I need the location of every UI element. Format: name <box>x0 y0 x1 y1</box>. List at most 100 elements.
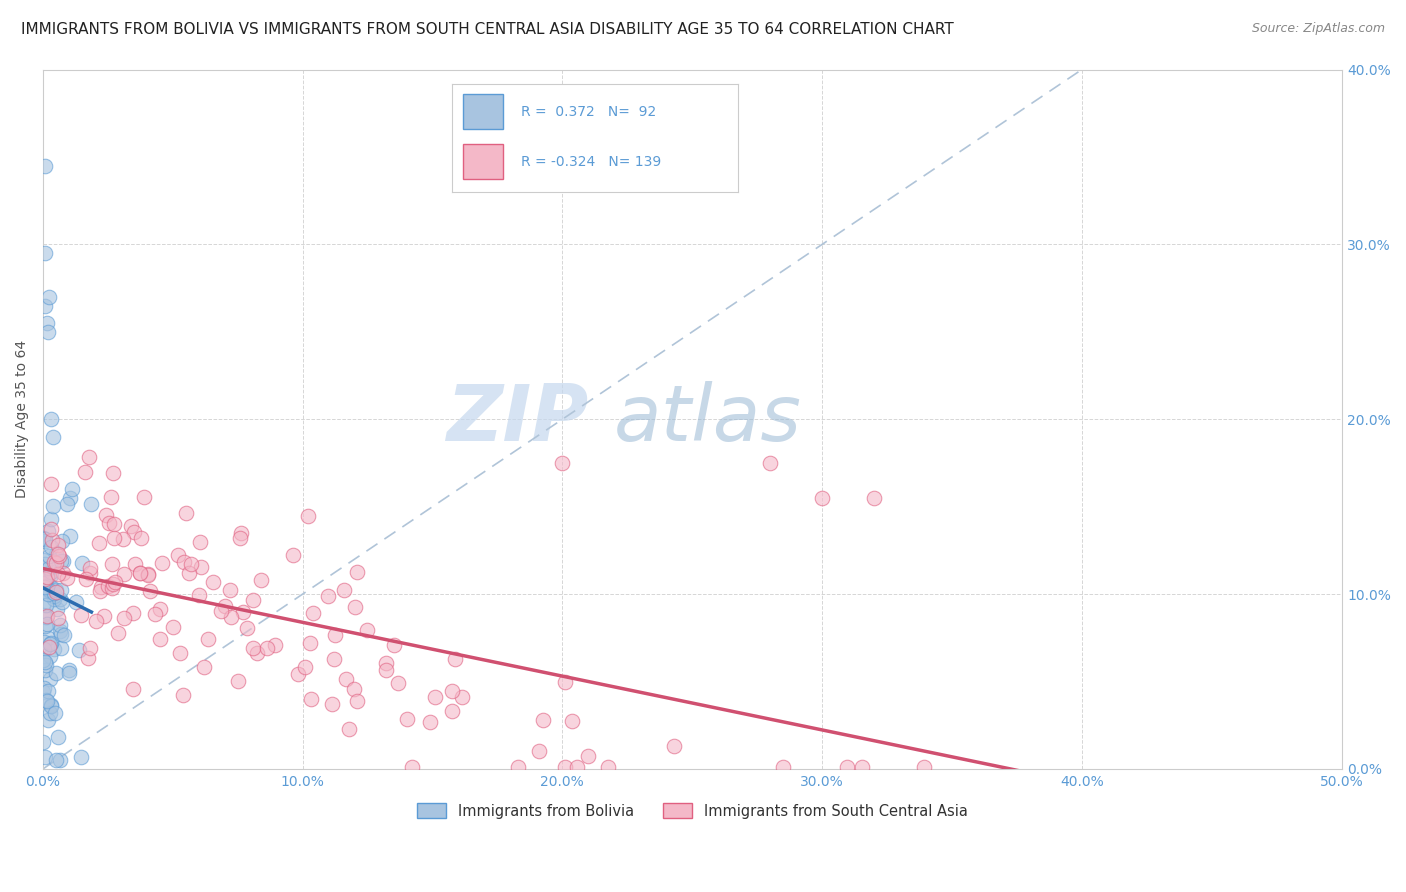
Point <box>44 641 66 656</box>
Point <box>45 585 67 599</box>
Point <box>41 533 63 547</box>
Point <box>45 547 67 561</box>
Point <box>209 604 232 618</box>
Point <box>299 691 322 706</box>
Point <box>38 706 60 720</box>
Point <box>111 532 134 546</box>
Point <box>374 656 396 670</box>
Point <box>174 506 197 520</box>
Point <box>35 694 58 708</box>
Point <box>32 531 55 545</box>
Point <box>596 760 619 774</box>
Point <box>122 681 145 696</box>
Point <box>250 573 273 587</box>
Point <box>34 619 56 633</box>
Point <box>122 524 145 539</box>
Point <box>34 246 56 260</box>
Point <box>49 624 72 639</box>
Point <box>531 713 554 727</box>
Point <box>39 412 62 426</box>
Point <box>59 491 82 505</box>
Point <box>187 588 209 602</box>
Point <box>103 575 125 590</box>
Point <box>554 675 576 690</box>
Point <box>759 456 782 470</box>
Point <box>121 606 143 620</box>
Point <box>52 566 75 581</box>
Point <box>93 608 115 623</box>
Point <box>48 617 70 632</box>
Point <box>34 572 56 586</box>
Point <box>172 688 194 702</box>
Point <box>228 674 250 689</box>
Point <box>387 676 409 690</box>
Point <box>193 660 215 674</box>
Point <box>440 705 463 719</box>
Text: Source: ZipAtlas.com: Source: ZipAtlas.com <box>1251 22 1385 36</box>
Point <box>451 690 474 704</box>
Point <box>35 570 58 584</box>
Point <box>152 556 174 570</box>
Point <box>35 316 58 330</box>
Point <box>112 566 135 581</box>
Point <box>149 632 172 647</box>
Point <box>287 666 309 681</box>
Point <box>34 557 56 571</box>
Point <box>835 760 858 774</box>
Point <box>143 607 166 621</box>
Point <box>242 593 264 607</box>
Point <box>333 582 356 597</box>
Point <box>41 581 63 595</box>
Point <box>103 531 125 545</box>
Text: IMMIGRANTS FROM BOLIVIA VS IMMIGRANTS FROM SOUTH CENTRAL ASIA DISABILITY AGE 35 : IMMIGRANTS FROM BOLIVIA VS IMMIGRANTS FR… <box>21 22 953 37</box>
Point <box>323 628 346 642</box>
Point <box>214 599 236 613</box>
Point <box>197 632 219 647</box>
Legend: Immigrants from Bolivia, Immigrants from South Central Asia: Immigrants from Bolivia, Immigrants from… <box>411 797 973 824</box>
Point <box>67 643 90 657</box>
Point <box>236 621 259 635</box>
Point <box>55 571 77 585</box>
Point <box>38 582 60 597</box>
Point <box>42 589 65 603</box>
Point <box>39 568 62 582</box>
Point <box>58 663 80 677</box>
Point <box>772 760 794 774</box>
Point <box>298 636 321 650</box>
Point <box>39 540 62 554</box>
Point <box>51 534 73 549</box>
Point <box>356 624 378 638</box>
Point <box>46 730 69 744</box>
Point <box>58 666 80 681</box>
Point <box>44 706 66 720</box>
Point <box>38 549 60 563</box>
Point <box>79 450 101 464</box>
Point <box>229 532 252 546</box>
Point <box>335 672 357 686</box>
Point <box>34 532 56 546</box>
Point <box>35 579 58 593</box>
Point <box>396 712 419 726</box>
Point <box>219 610 242 624</box>
Point <box>444 652 467 666</box>
Point <box>132 490 155 504</box>
Point <box>53 628 76 642</box>
Point <box>73 466 96 480</box>
Point <box>37 609 59 624</box>
Point <box>39 637 62 651</box>
Point <box>69 750 91 764</box>
Point <box>32 735 55 749</box>
Point <box>551 456 574 470</box>
Point <box>246 646 269 660</box>
Point <box>401 760 423 774</box>
Point <box>37 587 59 601</box>
Point <box>45 582 67 597</box>
Point <box>48 549 70 563</box>
Point <box>107 626 129 640</box>
Point <box>440 684 463 698</box>
Point <box>662 739 685 753</box>
Point <box>42 586 65 600</box>
Point <box>100 581 122 595</box>
Point <box>39 698 62 712</box>
Point <box>32 681 55 695</box>
